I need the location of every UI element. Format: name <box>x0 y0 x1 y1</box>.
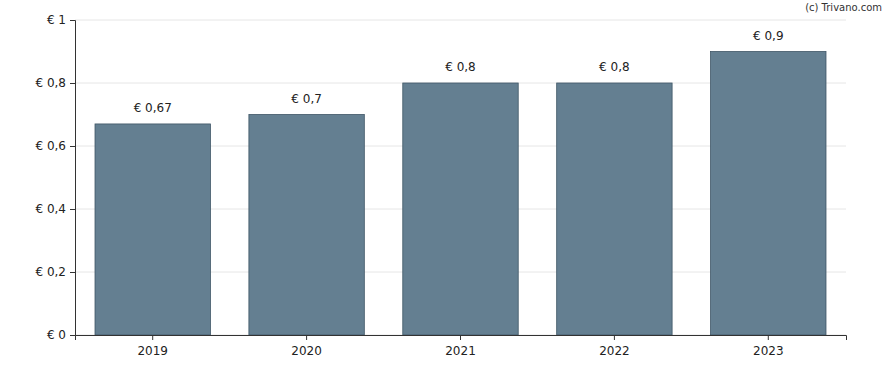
tick-mark <box>70 335 75 336</box>
tick: € 0,2 <box>35 265 75 279</box>
tick: € 0,8 <box>35 76 75 90</box>
grid-line <box>75 20 846 21</box>
bar <box>557 83 672 335</box>
tick-label: € 0,2 <box>35 265 66 279</box>
annotation: (c) Trivano.com <box>805 2 882 13</box>
data-label: € 0,8 <box>599 60 630 74</box>
tick-label: € 0,6 <box>35 139 66 153</box>
tick-mark <box>70 209 75 210</box>
annotations: (c) Trivano.com <box>805 2 882 13</box>
data-label: € 0,67 <box>134 101 172 115</box>
x-axis: 2019 2020 2021 2022 2023 <box>76 335 847 358</box>
tick-label: 2020 <box>291 344 322 358</box>
tick-mark <box>768 335 769 340</box>
axis-line <box>70 21 76 336</box>
tick: € 0,6 <box>35 139 75 153</box>
bar <box>711 52 826 336</box>
tick-label: € 0,8 <box>35 76 66 90</box>
chart: € 0,67€ 0,7€ 0,8€ 0,8€ 0,9€ 0€ 0,2€ 0,4€… <box>0 0 888 370</box>
bar <box>95 124 210 335</box>
axis-line <box>76 336 847 341</box>
tick-mark <box>70 272 75 273</box>
tick: € 1 <box>47 13 75 27</box>
bar <box>403 83 518 335</box>
tick-mark <box>306 335 307 340</box>
tick: € 0 <box>47 328 75 342</box>
tick-mark <box>460 335 461 340</box>
tick-label: 2019 <box>137 344 168 358</box>
bar <box>249 115 364 336</box>
plot: € 0,67€ 0,7€ 0,8€ 0,8€ 0,9€ 0€ 0,2€ 0,4€… <box>35 13 846 357</box>
tick-label: € 1 <box>47 13 66 27</box>
data-labels: € 0,67 € 0,7 € 0,8 € 0,8 € 0,9 <box>134 29 784 115</box>
tick-label: 2021 <box>445 344 476 358</box>
tick-label: € 0 <box>47 328 66 342</box>
grid <box>75 20 846 335</box>
tick-mark <box>70 146 75 147</box>
tick: 2019 <box>137 335 168 358</box>
tick: 2022 <box>599 335 630 358</box>
tick-mark <box>152 335 153 340</box>
tick-label: € 0,4 <box>35 202 66 216</box>
data-label: € 0,8 <box>445 60 476 74</box>
tick: 2020 <box>291 335 322 358</box>
data-label: € 0,7 <box>291 92 322 106</box>
tick-mark <box>614 335 615 340</box>
tick: € 0,4 <box>35 202 75 216</box>
data-label: € 0,9 <box>753 29 784 43</box>
tick-label: 2022 <box>599 344 630 358</box>
tick: 2021 <box>445 335 476 358</box>
tick-mark <box>70 83 75 84</box>
tick-label: 2023 <box>753 344 784 358</box>
tick-mark <box>70 20 75 21</box>
y-axis: € 0 € 0,2 € 0,4 € 0,6 € 0,8 € 1 <box>35 13 75 342</box>
tick: 2023 <box>753 335 784 358</box>
bars <box>95 52 826 336</box>
